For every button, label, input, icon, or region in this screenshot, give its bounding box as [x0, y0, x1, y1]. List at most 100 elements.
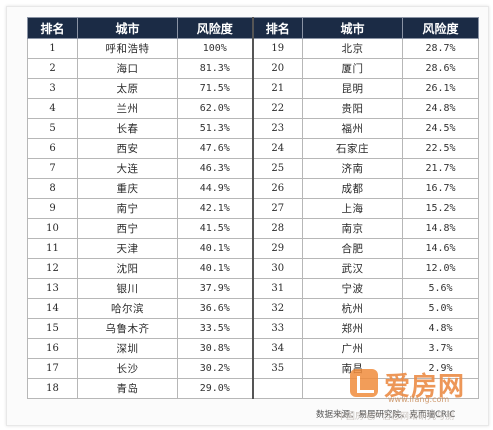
city-cell-right: 广州 [302, 338, 403, 359]
table-row: 18 青岛 29.0% [27, 378, 479, 399]
risk-cell-right: 24.8% [402, 98, 479, 119]
city-cell-right: 石家庄 [302, 138, 403, 159]
watermark-text: 中国房地产信息网络研究与测 [337, 412, 455, 422]
data-source-note: 数据来源：易居研究院、克而瑞CRIC [316, 410, 456, 420]
risk-cell-left: 51.3% [177, 118, 253, 139]
risk-cell-left: 33.5% [177, 318, 253, 339]
table-row: 1 呼和浩特 100% 19 北京 28.7% [27, 38, 479, 59]
rank-cell-left: 8 [27, 178, 78, 199]
city-cell-left: 天津 [77, 238, 178, 259]
rank-cell-left: 1 [27, 38, 78, 59]
city-cell-left: 大连 [77, 158, 178, 179]
risk-cell-left: 37.9% [177, 278, 253, 299]
table-row: 16 深圳 30.8% 34 广州 3.7% [27, 338, 479, 359]
table-row: 2 海口 81.3% 20 厦门 28.6% [27, 58, 479, 79]
risk-ranking-table: 排名 城市 风险度 排名 城市 风险度 1 呼和浩特 100% 19 北京 28.7% 2 海… [27, 17, 479, 399]
risk-cell-right: 24.5% [402, 118, 479, 139]
city-cell-right: 郑州 [302, 318, 403, 339]
city-cell-right: 杭州 [302, 298, 403, 319]
rank-cell-left: 9 [27, 198, 78, 219]
header-risk-right: 风险度 [402, 17, 479, 39]
rank-cell-left: 13 [27, 278, 78, 299]
header-rank-right: 排名 [251, 17, 303, 39]
city-cell-left: 哈尔滨 [77, 298, 178, 319]
city-cell-left: 海口 [77, 58, 178, 79]
rank-cell-right: 21 [251, 78, 303, 99]
risk-cell-left: 71.5% [177, 78, 253, 99]
city-cell-left: 西安 [77, 138, 178, 159]
rank-cell-right: 22 [251, 98, 303, 119]
header-city-right: 城市 [302, 17, 403, 39]
city-cell-right: 北京 [302, 38, 403, 59]
table-row: 4 兰州 62.0% 22 贵阳 24.8% [27, 98, 479, 119]
city-cell-left: 南宁 [77, 198, 178, 219]
table-row: 10 西宁 41.5% 28 南京 14.8% [27, 218, 479, 239]
city-cell-left: 西宁 [77, 218, 178, 239]
risk-cell-right: 14.6% [402, 238, 479, 259]
city-cell-left: 长沙 [77, 358, 178, 379]
rank-cell-right [251, 378, 303, 399]
risk-cell-left: 30.8% [177, 338, 253, 359]
rank-cell-left: 7 [27, 158, 78, 179]
rank-cell-left: 17 [27, 358, 78, 379]
risk-cell-left: 29.0% [177, 378, 253, 399]
risk-cell-left: 36.6% [177, 298, 253, 319]
risk-cell-left: 100% [177, 38, 253, 59]
risk-cell-left: 46.3% [177, 158, 253, 179]
rank-cell-right: 31 [251, 278, 303, 299]
risk-cell-right: 28.6% [402, 58, 479, 79]
rank-cell-right: 25 [251, 158, 303, 179]
table-row: 15 乌鲁木齐 33.5% 33 郑州 4.8% [27, 318, 479, 339]
table-row: 11 天津 40.1% 29 合肥 14.6% [27, 238, 479, 259]
rank-cell-left: 12 [27, 258, 78, 279]
city-cell-right: 厦门 [302, 58, 403, 79]
city-cell-right: 成都 [302, 178, 403, 199]
rank-cell-right: 23 [251, 118, 303, 139]
risk-cell-right: 26.1% [402, 78, 479, 99]
rank-cell-right: 33 [251, 318, 303, 339]
risk-cell-right: 5.0% [402, 298, 479, 319]
rank-cell-left: 4 [27, 98, 78, 119]
rank-cell-right: 30 [251, 258, 303, 279]
risk-cell-left: 47.6% [177, 138, 253, 159]
table-row: 9 南宁 42.1% 27 上海 15.2% [27, 198, 479, 219]
risk-cell-left: 62.0% [177, 98, 253, 119]
table-header-row: 排名 城市 风险度 排名 城市 风险度 [27, 17, 479, 39]
risk-cell-left: 81.3% [177, 58, 253, 79]
rank-cell-right: 29 [251, 238, 303, 259]
city-cell-left: 银川 [77, 278, 178, 299]
city-cell-left: 沈阳 [77, 258, 178, 279]
risk-cell-right [402, 378, 479, 399]
rank-cell-left: 15 [27, 318, 78, 339]
risk-cell-left: 41.5% [177, 218, 253, 239]
rank-cell-right: 32 [251, 298, 303, 319]
risk-cell-left: 40.1% [177, 238, 253, 259]
city-cell-right: 武汉 [302, 258, 403, 279]
city-cell-right: 济南 [302, 158, 403, 179]
table-row: 5 长春 51.3% 23 福州 24.5% [27, 118, 479, 139]
risk-cell-right: 2.9% [402, 358, 479, 379]
risk-cell-right: 5.6% [402, 278, 479, 299]
table-row: 14 哈尔滨 36.6% 32 杭州 5.0% [27, 298, 479, 319]
rank-cell-left: 16 [27, 338, 78, 359]
risk-cell-right: 21.7% [402, 158, 479, 179]
risk-cell-right: 22.5% [402, 138, 479, 159]
table-row: 7 大连 46.3% 25 济南 21.7% [27, 158, 479, 179]
city-cell-left: 乌鲁木齐 [77, 318, 178, 339]
rank-cell-left: 14 [27, 298, 78, 319]
city-cell-right: 昆明 [302, 78, 403, 99]
city-cell-left: 太原 [77, 78, 178, 99]
risk-cell-right: 28.7% [402, 38, 479, 59]
risk-cell-left: 44.9% [177, 178, 253, 199]
city-cell-right [302, 378, 403, 399]
risk-cell-left: 42.1% [177, 198, 253, 219]
city-cell-left: 青岛 [77, 378, 178, 399]
table-row: 12 沈阳 40.1% 30 武汉 12.0% [27, 258, 479, 279]
risk-cell-right: 12.0% [402, 258, 479, 279]
header-rank-left: 排名 [27, 17, 78, 39]
city-cell-left: 兰州 [77, 98, 178, 119]
risk-cell-right: 3.7% [402, 338, 479, 359]
rank-cell-left: 10 [27, 218, 78, 239]
city-cell-right: 合肥 [302, 238, 403, 259]
rank-cell-left: 6 [27, 138, 78, 159]
